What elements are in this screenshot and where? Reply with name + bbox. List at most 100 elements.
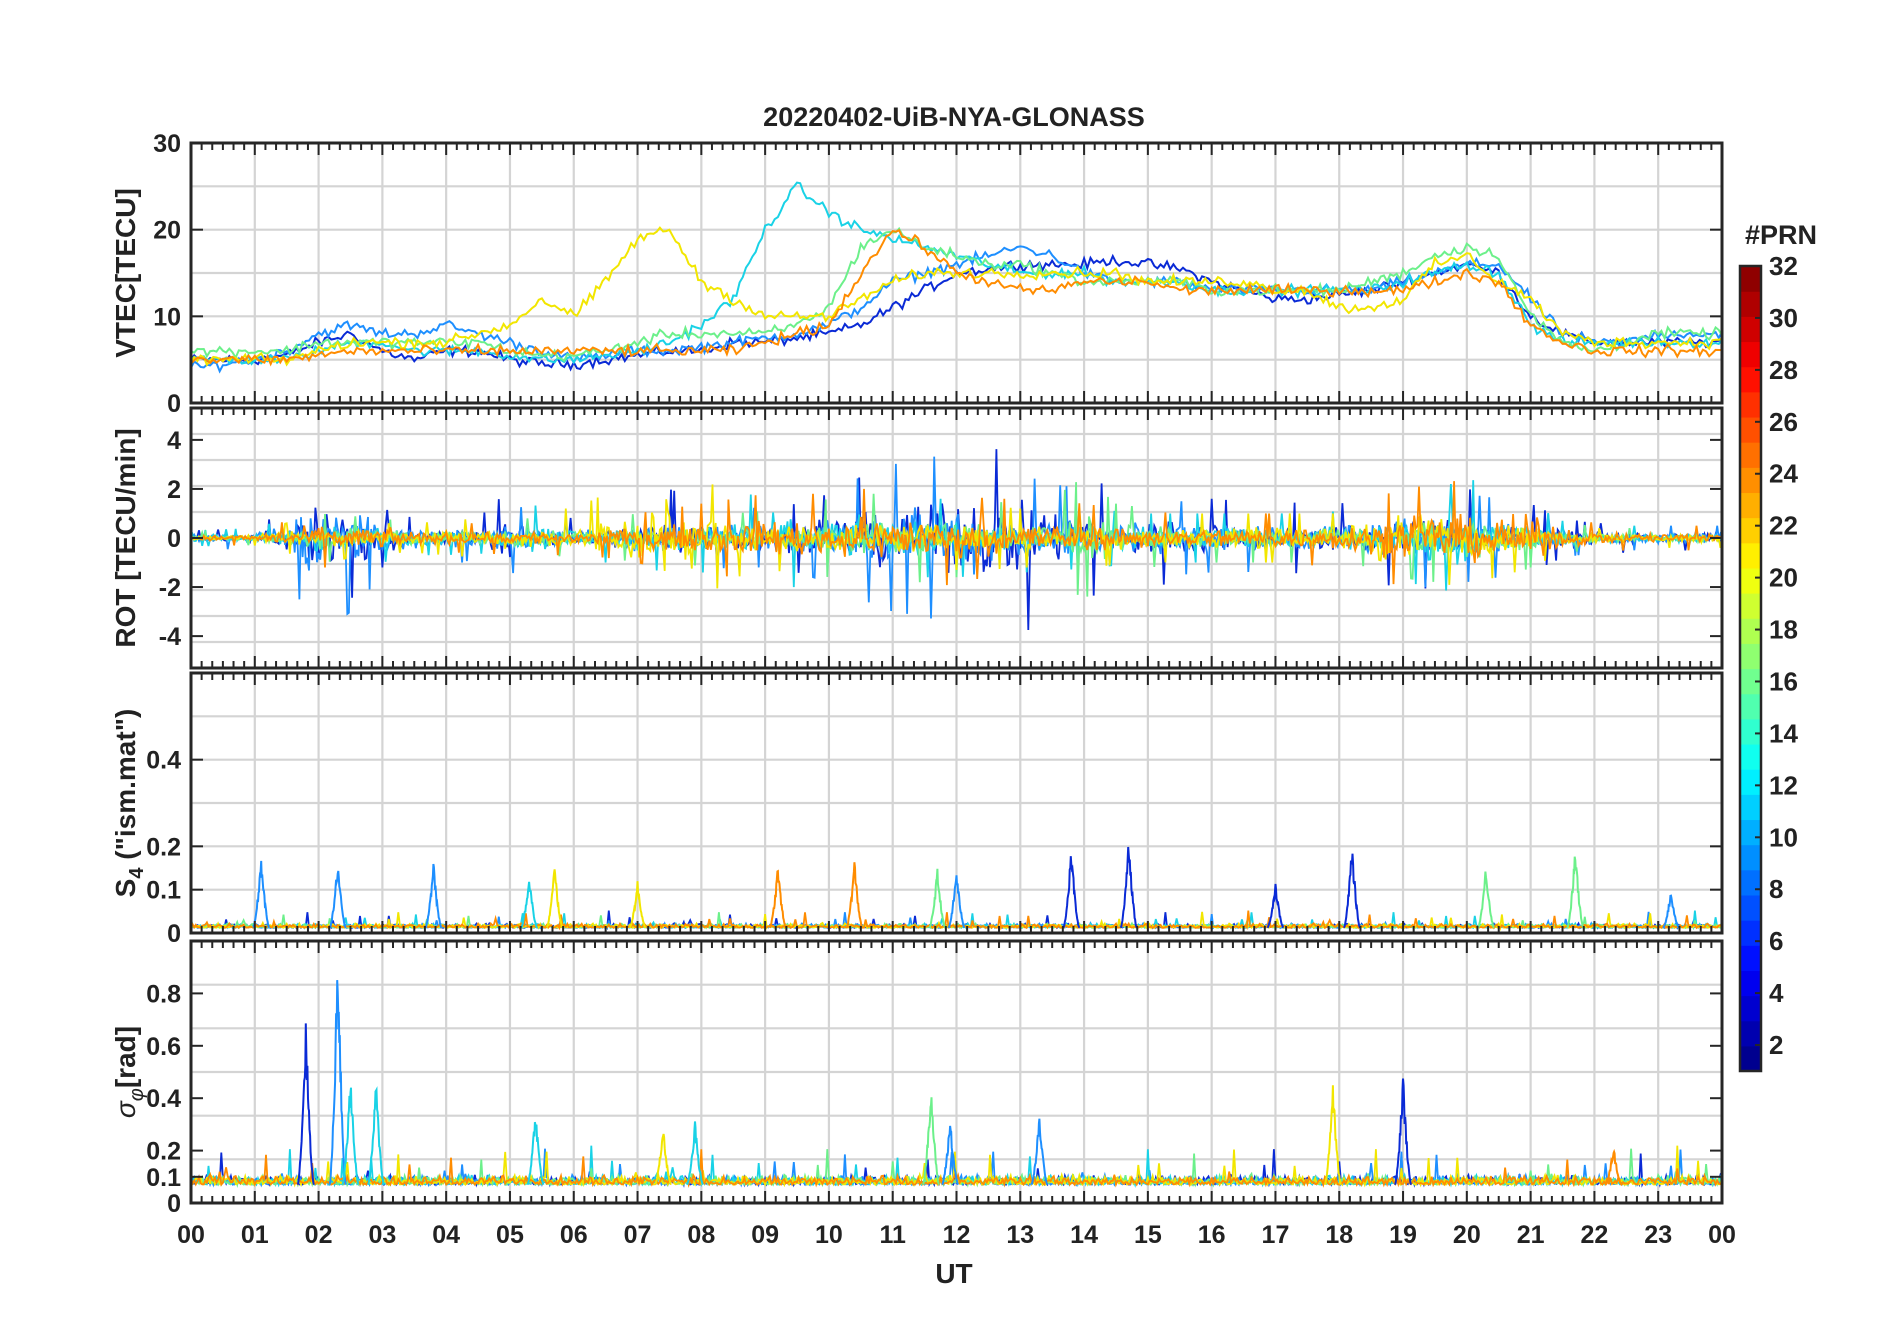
peak-line: [947, 875, 966, 929]
series-group: [191, 980, 1722, 1189]
colorbar-band: [1740, 945, 1761, 971]
x-tick-label: 03: [368, 1221, 396, 1249]
colorbar-band: [1740, 920, 1761, 946]
peak-line: [1119, 846, 1138, 929]
series-line: [191, 229, 1722, 367]
peak-line: [1266, 883, 1285, 929]
y-tick-label: 0.4: [146, 1085, 181, 1113]
x-tick-label: 09: [751, 1221, 779, 1249]
peak-line: [1030, 1118, 1049, 1186]
y-tick-label: 2: [167, 476, 181, 504]
x-tick-label: 00: [1708, 1221, 1736, 1249]
x-tick-label: 19: [1389, 1221, 1417, 1249]
y-tick-label: 0.1: [146, 1164, 181, 1192]
peak-line: [628, 881, 647, 929]
y-tick-label: 0.2: [146, 833, 181, 861]
peak-line: [296, 1023, 315, 1185]
colorbar-band: [1740, 869, 1761, 896]
x-tick-label: 08: [687, 1221, 715, 1249]
peak-line: [545, 869, 564, 929]
colorbar-band: [1740, 1045, 1761, 1072]
x-tick-label: 23: [1644, 1221, 1672, 1249]
colorbar-title: #PRN: [1745, 220, 1817, 250]
peak-line: [1604, 1148, 1623, 1186]
y-axis-label: σφ[rad]: [110, 1026, 148, 1118]
series-line: [191, 481, 1722, 586]
x-tick-label: 21: [1517, 1221, 1545, 1249]
series-group: [191, 181, 1722, 374]
colorbar-band: [1740, 492, 1761, 519]
colorbar-band: [1740, 567, 1761, 594]
y-tick-label: 4: [167, 427, 181, 455]
colorbar-band: [1740, 894, 1761, 921]
colorbar-band: [1740, 442, 1761, 468]
panel-sigma_phi: 00.10.2 0.4 0.6 0.8 σφ[rad]: [110, 939, 1724, 1218]
series-line: [191, 482, 1722, 597]
colorbar-tick-label: 10: [1769, 822, 1798, 852]
y-axis-label: ROT [TECU/min]: [110, 428, 141, 647]
y-tick-label: 0: [167, 525, 181, 553]
colorbar-band: [1740, 593, 1761, 619]
colorbar-band: [1740, 995, 1761, 1022]
y-axis-label: S4 ("ism.mat"): [110, 709, 148, 898]
y-tick-label: 20: [153, 217, 181, 245]
colorbar-tick-label: 6: [1769, 926, 1783, 956]
colorbar-tick-label: 26: [1769, 407, 1798, 437]
colorbar-tick-label: 18: [1769, 615, 1798, 645]
y-tick-label: 0.4: [146, 747, 181, 775]
x-tick-label: 05: [496, 1221, 524, 1249]
colorbar-frame: [1738, 264, 1763, 1073]
peak-line: [1566, 856, 1585, 929]
peak-line: [1343, 853, 1361, 929]
colorbar-tick-label: 8: [1769, 874, 1783, 904]
colorbar-tick-label: 24: [1769, 459, 1798, 489]
colorbar-band: [1740, 517, 1761, 544]
colorbar-tick-label: 28: [1769, 355, 1798, 385]
peak-line: [845, 862, 864, 929]
colorbar-band: [1740, 668, 1761, 695]
y-tick-label: 30: [153, 130, 181, 158]
x-tick-label: 16: [1198, 1221, 1226, 1249]
y-tick-label: 0: [167, 920, 181, 948]
peak-line: [768, 869, 787, 929]
y-tick-label: 0.2: [146, 1138, 181, 1166]
peak-line: [1477, 871, 1495, 929]
colorbar-band: [1740, 718, 1761, 745]
peak-line: [341, 1087, 360, 1186]
x-tick-label: 00: [177, 1221, 205, 1249]
x-tick-label: 18: [1325, 1221, 1353, 1249]
colorbar-tick-label: 20: [1769, 563, 1798, 593]
colorbar-band: [1740, 970, 1761, 997]
peak-line: [424, 863, 443, 929]
x-tick-label: 06: [560, 1221, 588, 1249]
colorbar-band: [1740, 366, 1761, 393]
colorbar-tick-label: 30: [1769, 303, 1798, 333]
colorbar-band: [1740, 266, 1761, 292]
x-tick-label: 01: [241, 1221, 269, 1249]
colorbar-band: [1740, 693, 1761, 720]
y-tick-label: 0.6: [146, 1033, 181, 1061]
colorbar-band: [1740, 542, 1761, 569]
colorbar-band: [1740, 769, 1761, 795]
peak-line: [526, 1121, 545, 1186]
colorbar-tick-label: 16: [1769, 666, 1798, 696]
colorbar-band: [1740, 341, 1761, 368]
peak-line: [252, 860, 271, 929]
peak-line: [928, 868, 947, 929]
peak-line: [328, 980, 347, 1185]
x-tick-label: 04: [432, 1221, 460, 1249]
peak-line: [654, 1133, 672, 1186]
peak-line: [941, 1125, 960, 1186]
colorbar-band: [1740, 794, 1761, 821]
x-tick-label: 11: [879, 1221, 906, 1249]
colorbar-band: [1740, 316, 1761, 343]
colorbar-tick-label: 32: [1769, 251, 1798, 281]
x-tick-label: 20: [1453, 1221, 1481, 1249]
y-tick-label: -2: [159, 574, 181, 602]
colorbar-band: [1740, 643, 1761, 670]
figure-title: 20220402-UiB-NYA-GLONASS: [763, 102, 1145, 132]
y-tick-label: 0.1: [146, 877, 181, 905]
y-tick-label: 0: [167, 1190, 181, 1218]
